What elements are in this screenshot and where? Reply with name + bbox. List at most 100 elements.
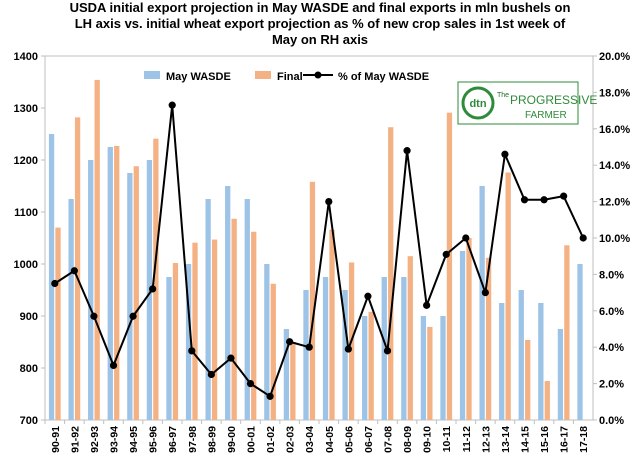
point-of-may-wasde-90-91 bbox=[51, 279, 59, 288]
left-tick-label-1100: 1100 bbox=[14, 207, 38, 219]
point-of-may-wasde-09-10 bbox=[423, 301, 431, 309]
bar-final-92-93 bbox=[94, 79, 100, 421]
x-tick-label-12-13: 12-13 bbox=[480, 426, 492, 453]
bar-may-wasde-93-94 bbox=[107, 147, 113, 420]
bar-final-90-91 bbox=[55, 227, 61, 420]
chart-title-line-2: LH axis vs. initial wheat export project… bbox=[74, 16, 566, 31]
bar-may-wasde-09-10 bbox=[420, 316, 427, 420]
bar-final-10-11 bbox=[446, 112, 453, 421]
bar-may-wasde-04-05 bbox=[322, 277, 329, 420]
point-of-may-wasde-92-93 bbox=[90, 312, 98, 320]
bar-may-wasde-02-03 bbox=[283, 329, 290, 420]
bar-may-wasde-12-13 bbox=[479, 186, 485, 420]
logo-brand-line-2: FARMER bbox=[525, 110, 567, 121]
point-of-may-wasde-17-18 bbox=[579, 234, 587, 242]
right-tick-label-4-0: 4.0% bbox=[599, 342, 624, 354]
right-tick-label-20-0: 20.0% bbox=[599, 51, 630, 63]
bar-may-wasde-05-06 bbox=[342, 290, 348, 420]
point-of-may-wasde-98-99 bbox=[207, 370, 215, 379]
bar-final-99-00 bbox=[231, 218, 237, 420]
x-tick-label-13-14: 13-14 bbox=[500, 426, 512, 453]
right-tick-label-2-0: 2.0% bbox=[599, 379, 624, 391]
right-tick-label-16-0: 16.0% bbox=[599, 124, 630, 136]
bar-may-wasde-00-01 bbox=[244, 199, 250, 420]
x-tick-label-08-09: 08-09 bbox=[402, 426, 414, 453]
legend-label-final: Final bbox=[277, 71, 303, 83]
bar-final-12-13 bbox=[485, 257, 492, 420]
bar-may-wasde-06-07 bbox=[362, 316, 368, 420]
left-tick-label-1000: 1000 bbox=[14, 259, 38, 271]
bar-may-wasde-91-92 bbox=[68, 199, 74, 420]
bar-final-94-95 bbox=[133, 166, 139, 420]
bar-final-16-17 bbox=[564, 245, 570, 420]
point-of-may-wasde-99-00 bbox=[227, 354, 235, 362]
dtn-progressive-farmer-logo: dtn The PROGRESSIVE FARMER bbox=[457, 81, 597, 125]
point-of-may-wasde-97-98 bbox=[188, 347, 196, 355]
right-tick-label-0-0: 0.0% bbox=[599, 415, 624, 427]
bar-final-02-03 bbox=[290, 342, 296, 420]
x-axis-ticks: 90-91 91-92 92-93 93-94 94-95 95-96 96-97 97-98… bbox=[44, 420, 590, 453]
bar-final-03-04 bbox=[309, 181, 316, 420]
bar-final-04-05 bbox=[329, 229, 335, 420]
x-tick-label-02-03: 02-03 bbox=[285, 426, 297, 453]
left-tick-label-1400: 1400 bbox=[14, 51, 38, 63]
point-of-may-wasde-10-11 bbox=[442, 250, 450, 258]
right-tick-label-6-0: 6.0% bbox=[599, 306, 624, 318]
x-tick-label-17-18: 17-18 bbox=[578, 426, 590, 453]
bar-may-wasde-92-93 bbox=[88, 160, 94, 420]
bar-series-group bbox=[48, 79, 583, 421]
x-tick-label-96-97: 96-97 bbox=[167, 426, 179, 453]
bar-final-93-94 bbox=[114, 145, 120, 420]
bar-final-96-97 bbox=[172, 262, 179, 420]
logo-brand-line-1: PROGRESSIVE bbox=[510, 93, 597, 107]
x-tick-label-94-95: 94-95 bbox=[128, 426, 140, 453]
point-of-may-wasde-07-08 bbox=[383, 347, 392, 355]
x-tick-label-15-16: 15-16 bbox=[539, 426, 551, 453]
left-axis-ticks: 700 800 900 1000 1100 1200 1300 1400 bbox=[14, 51, 45, 427]
right-tick-label-10-0: 10.0% bbox=[599, 233, 630, 245]
bar-may-wasde-01-02 bbox=[264, 264, 270, 420]
bar-may-wasde-96-97 bbox=[166, 277, 172, 420]
point-of-may-wasde-96-97 bbox=[168, 101, 176, 109]
legend-swatch-final bbox=[255, 71, 271, 79]
x-tick-label-91-92: 91-92 bbox=[69, 426, 81, 453]
bar-may-wasde-90-91 bbox=[48, 134, 55, 420]
bar-may-wasde-13-14 bbox=[499, 303, 505, 420]
line-of-may-wasde bbox=[54, 104, 585, 398]
bar-final-06-07 bbox=[368, 311, 374, 420]
bar-final-95-96 bbox=[153, 138, 159, 420]
dtn-badge-text: dtn bbox=[469, 98, 486, 110]
x-tick-label-16-17: 16-17 bbox=[559, 426, 571, 453]
bar-final-98-99 bbox=[211, 239, 218, 420]
x-tick-label-98-99: 98-99 bbox=[206, 426, 218, 453]
left-tick-label-700: 700 bbox=[20, 415, 38, 427]
bar-may-wasde-16-17 bbox=[557, 329, 564, 420]
x-tick-label-01-02: 01-02 bbox=[265, 426, 277, 453]
point-of-may-wasde-02-03 bbox=[286, 338, 294, 346]
bar-may-wasde-94-95 bbox=[127, 173, 133, 420]
bar-may-wasde-97-98 bbox=[185, 264, 192, 420]
bar-final-07-08 bbox=[388, 127, 394, 421]
point-of-may-wasde-03-04 bbox=[305, 343, 313, 351]
line-series-group bbox=[51, 101, 587, 400]
x-tick-label-90-91: 90-91 bbox=[50, 426, 62, 453]
x-tick-label-14-15: 14-15 bbox=[520, 426, 532, 453]
x-tick-label-07-08: 07-08 bbox=[383, 426, 395, 453]
legend-label-pct: % of May WASDE bbox=[338, 71, 429, 83]
legend-marker-pct bbox=[314, 71, 322, 79]
dtn-badge-icon bbox=[461, 86, 495, 120]
bar-final-91-92 bbox=[74, 117, 81, 421]
legend-swatch-may-wasde bbox=[144, 71, 160, 79]
point-of-may-wasde-05-06 bbox=[344, 345, 352, 353]
bar-final-11-12 bbox=[466, 238, 472, 420]
x-tick-label-00-01: 00-01 bbox=[246, 426, 258, 453]
bar-final-13-14 bbox=[505, 172, 511, 420]
point-of-may-wasde-04-05 bbox=[325, 198, 333, 206]
x-tick-label-99-00: 99-00 bbox=[226, 426, 238, 453]
bar-may-wasde-15-16 bbox=[538, 303, 544, 420]
left-tick-label-900: 900 bbox=[20, 311, 38, 323]
right-tick-label-14-0: 14.0% bbox=[599, 160, 630, 172]
chart-title-line-3: May on RH axis bbox=[271, 32, 369, 47]
x-tick-label-92-93: 92-93 bbox=[89, 426, 101, 453]
